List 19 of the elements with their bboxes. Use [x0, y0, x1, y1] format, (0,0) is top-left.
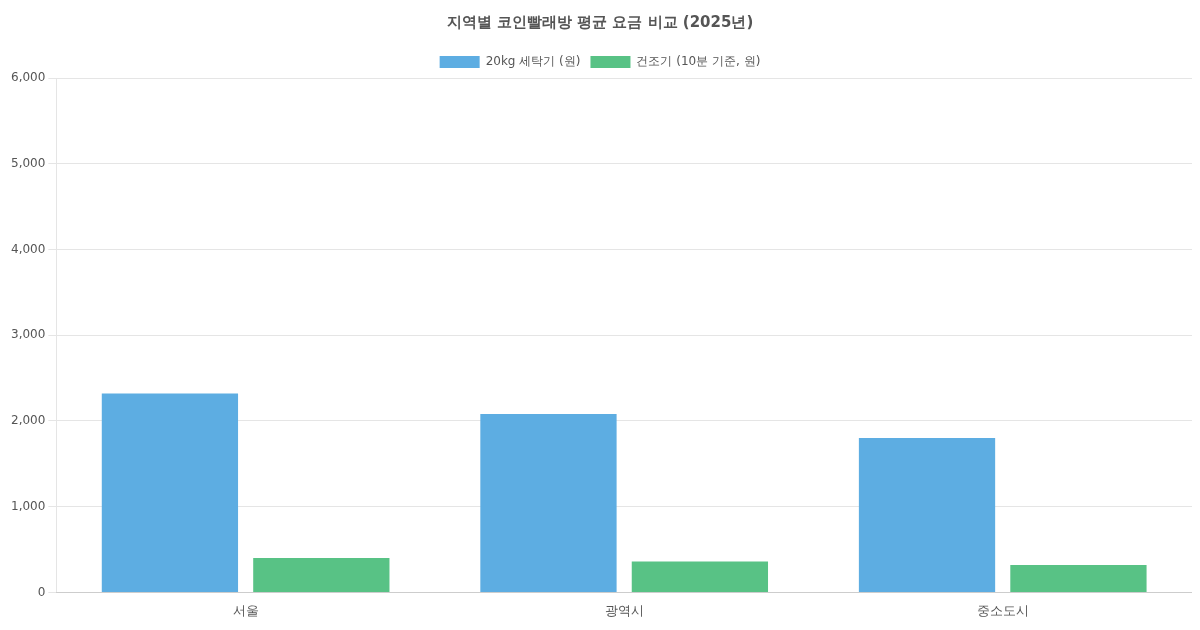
y-tick-label: 3,000 [10, 327, 46, 342]
y-tick-label: 5,000 [10, 155, 46, 170]
y-tick-label: 6,000 [10, 70, 46, 85]
x-tick-label: 서울 [232, 602, 259, 618]
legend-label: 20kg 세탁기 (원) [485, 54, 581, 69]
bar [480, 414, 617, 592]
bar [858, 438, 996, 592]
x-tick-label: 광역시 [604, 602, 644, 618]
bar [631, 561, 769, 592]
x-tick-label: 중소도시 [976, 602, 1029, 618]
chart-title: 지역별 코인빨래방 평균 요금 비교 (2025년) [446, 12, 754, 31]
y-tick-label: 2,000 [10, 413, 46, 428]
bar [253, 558, 390, 592]
y-tick-label: 1,000 [10, 498, 46, 513]
y-tick-label: 4,000 [10, 241, 46, 256]
bar [101, 393, 239, 592]
legend-label: 건조기 (10분 기준, 원) [636, 54, 761, 69]
bar [1010, 564, 1147, 592]
y-tick-label: 0 [37, 584, 46, 599]
